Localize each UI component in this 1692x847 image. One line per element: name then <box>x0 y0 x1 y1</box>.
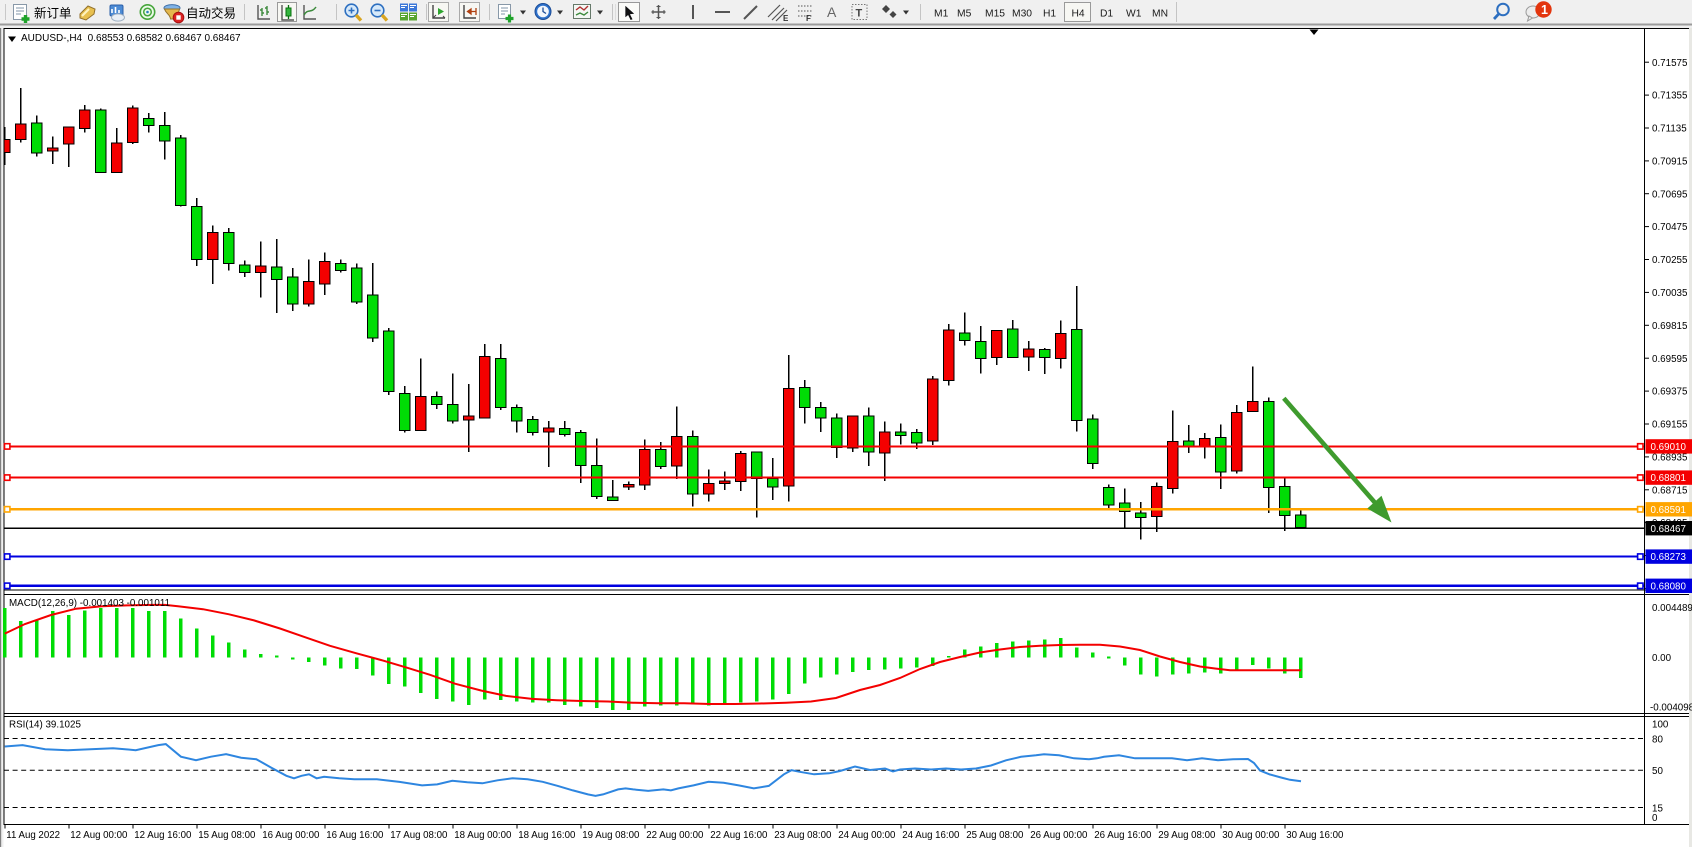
svg-text:18 Aug 16:00: 18 Aug 16:00 <box>518 830 576 841</box>
svg-text:0.70475: 0.70475 <box>1652 222 1688 233</box>
svg-text:0.68273: 0.68273 <box>1651 552 1687 563</box>
svg-text:0.70035: 0.70035 <box>1652 288 1688 299</box>
svg-text:1: 1 <box>1541 3 1548 17</box>
svg-text:D1: D1 <box>1100 9 1113 20</box>
svg-text:0.71135: 0.71135 <box>1652 124 1687 135</box>
svg-text:0.69595: 0.69595 <box>1652 354 1688 365</box>
svg-text:26 Aug 16:00: 26 Aug 16:00 <box>1094 830 1152 841</box>
svg-text:0.70915: 0.70915 <box>1652 157 1688 168</box>
svg-text:17 Aug 08:00: 17 Aug 08:00 <box>390 830 448 841</box>
svg-text:19 Aug 08:00: 19 Aug 08:00 <box>582 830 640 841</box>
svg-text:18 Aug 00:00: 18 Aug 00:00 <box>454 830 512 841</box>
svg-text:24 Aug 00:00: 24 Aug 00:00 <box>838 830 896 841</box>
svg-text:H1: H1 <box>1043 9 1056 20</box>
svg-text:新订单: 新订单 <box>34 6 72 21</box>
svg-text:0.71575: 0.71575 <box>1652 58 1688 69</box>
svg-text:30 Aug 00:00: 30 Aug 00:00 <box>1222 830 1280 841</box>
svg-text:12 Aug 16:00: 12 Aug 16:00 <box>134 830 192 841</box>
svg-text:11 Aug 2022: 11 Aug 2022 <box>6 830 60 841</box>
svg-text:50: 50 <box>1652 766 1663 777</box>
svg-text:0.00: 0.00 <box>1652 653 1672 664</box>
svg-text:15 Aug 08:00: 15 Aug 08:00 <box>198 830 256 841</box>
svg-text:0.004489: 0.004489 <box>1652 603 1692 614</box>
svg-text:MACD(12,26,9) -0.001403 -0.001: MACD(12,26,9) -0.001403 -0.001011 <box>9 598 170 609</box>
svg-text:23 Aug 08:00: 23 Aug 08:00 <box>774 830 832 841</box>
svg-text:E: E <box>783 14 789 23</box>
svg-text:24 Aug 16:00: 24 Aug 16:00 <box>902 830 960 841</box>
svg-text:0.70255: 0.70255 <box>1652 255 1688 266</box>
svg-text:AUDUSD-,H4 0.68553 0.68582 0.: AUDUSD-,H4 0.68553 0.68582 0.68467 0.684… <box>21 33 241 44</box>
svg-text:22 Aug 16:00: 22 Aug 16:00 <box>710 830 768 841</box>
svg-text:0.68801: 0.68801 <box>1651 473 1686 484</box>
svg-text:0.68080: 0.68080 <box>1651 581 1687 592</box>
svg-text:30 Aug 16:00: 30 Aug 16:00 <box>1286 830 1344 841</box>
svg-text:0.69375: 0.69375 <box>1652 387 1688 398</box>
svg-text:16 Aug 16:00: 16 Aug 16:00 <box>326 830 384 841</box>
svg-text:H4: H4 <box>1072 9 1085 20</box>
svg-text:26 Aug 00:00: 26 Aug 00:00 <box>1030 830 1088 841</box>
svg-text:0.68935: 0.68935 <box>1652 453 1688 464</box>
svg-text:自动交易: 自动交易 <box>186 6 236 21</box>
svg-text:0.68467: 0.68467 <box>1651 524 1686 535</box>
svg-text:W1: W1 <box>1126 9 1142 20</box>
svg-text:0.68715: 0.68715 <box>1652 485 1688 496</box>
svg-text:F: F <box>806 14 811 23</box>
svg-text:25 Aug 08:00: 25 Aug 08:00 <box>966 830 1024 841</box>
svg-text:T: T <box>856 8 863 20</box>
svg-text:80: 80 <box>1652 735 1663 746</box>
svg-text:0.68591: 0.68591 <box>1651 505 1686 516</box>
svg-text:M30: M30 <box>1012 9 1032 20</box>
svg-text:12 Aug 00:00: 12 Aug 00:00 <box>70 830 128 841</box>
svg-text:22 Aug 00:00: 22 Aug 00:00 <box>646 830 704 841</box>
svg-text:M5: M5 <box>957 9 972 20</box>
svg-text:MN: MN <box>1152 9 1168 20</box>
svg-text:100: 100 <box>1652 720 1669 731</box>
svg-text:RSI(14) 39.1025: RSI(14) 39.1025 <box>9 720 81 731</box>
svg-text:M1: M1 <box>934 9 949 20</box>
svg-text:0.70695: 0.70695 <box>1652 189 1688 200</box>
svg-text:0.71355: 0.71355 <box>1652 91 1688 102</box>
svg-text:16 Aug 00:00: 16 Aug 00:00 <box>262 830 320 841</box>
svg-text:15: 15 <box>1652 804 1663 815</box>
svg-text:M15: M15 <box>985 9 1005 20</box>
svg-text:0.69815: 0.69815 <box>1652 321 1688 332</box>
svg-text:0: 0 <box>1652 813 1658 824</box>
svg-text:0.69010: 0.69010 <box>1651 442 1687 453</box>
svg-text:0.69155: 0.69155 <box>1652 420 1688 431</box>
svg-text:29 Aug 08:00: 29 Aug 08:00 <box>1158 830 1216 841</box>
svg-text:A: A <box>827 4 837 20</box>
svg-text:-0.004098: -0.004098 <box>1650 703 1692 714</box>
